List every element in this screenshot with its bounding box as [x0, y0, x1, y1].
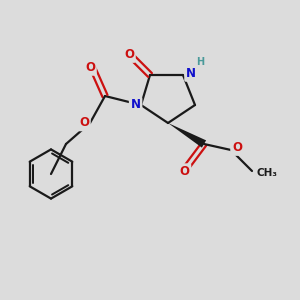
Text: O: O: [79, 116, 89, 130]
Text: N: N: [186, 67, 196, 80]
Text: O: O: [232, 141, 242, 154]
Text: H: H: [196, 57, 205, 68]
Text: O: O: [179, 165, 190, 178]
Polygon shape: [168, 123, 206, 148]
Text: O: O: [124, 48, 134, 61]
Text: CH₃: CH₃: [256, 167, 278, 178]
Text: N: N: [130, 98, 141, 112]
Text: O: O: [85, 61, 95, 74]
